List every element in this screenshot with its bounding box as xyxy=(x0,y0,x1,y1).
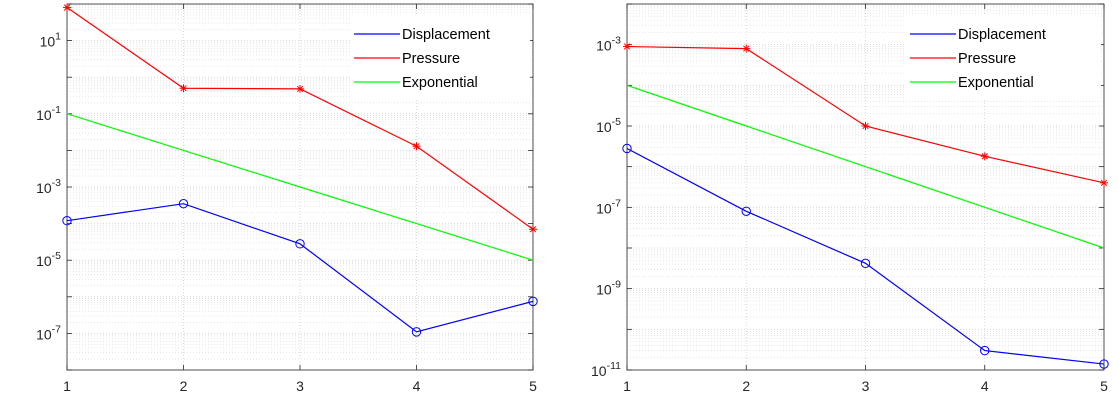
chart-2-legend-label-displacement: Displacement xyxy=(958,27,1046,43)
chart-1-series-exponential-line xyxy=(67,113,533,261)
chart-1-legend-label-exponential: Exponential xyxy=(402,75,478,91)
chart-1-y-tick-label: 10-5 xyxy=(36,250,61,269)
chart-1-series-displacement-marker xyxy=(411,327,422,337)
chart-1-x-tick-label: 3 xyxy=(296,378,304,394)
chart-2-y-tick-label: 10-7 xyxy=(596,197,621,216)
chart-1-series-displacement-marker xyxy=(528,296,538,307)
chart-2-series-displacement-marker xyxy=(1099,359,1109,369)
chart-1-legend-label-pressure: Pressure xyxy=(402,51,460,67)
chart-1-series-pressure-marker xyxy=(179,84,188,93)
chart-2-legend-label-pressure: Pressure xyxy=(958,51,1016,67)
chart-2-series-displacement-marker xyxy=(622,143,632,154)
chart-2-series-displacement-marker xyxy=(741,206,751,216)
chart-1-x-tick-label: 2 xyxy=(180,378,188,394)
chart-2-series-pressure-marker xyxy=(980,152,989,161)
chart-2-legend: Displacement Pressure Exponential xyxy=(906,14,1101,100)
chart-1-series-pressure-marker xyxy=(529,225,537,234)
chart-1-series-displacement-marker xyxy=(62,216,72,226)
chart-2-y-tick-label: 10-9 xyxy=(596,279,621,298)
chart-2-series-displacement-marker xyxy=(860,258,871,269)
chart-1-x-tick-label: 1 xyxy=(63,378,71,394)
chart-1-y-tick-label: 101 xyxy=(40,31,62,50)
chart-2-x-tick-label: 2 xyxy=(742,378,750,394)
chart-1-x-tick-label: 5 xyxy=(529,378,537,394)
chart-1-legend-box xyxy=(350,14,530,100)
chart-1-x-tick-label: 4 xyxy=(413,378,421,394)
chart-2-x-tick-label: 5 xyxy=(1100,378,1108,394)
chart-2-y-tick-label: 10-3 xyxy=(596,35,621,54)
chart-1-series-pressure-marker xyxy=(63,3,71,12)
chart-2-x-tick-label: 1 xyxy=(623,378,631,394)
chart-2-x-tick-label: 4 xyxy=(981,378,989,394)
chart-1-y-tick-label: 10-3 xyxy=(36,177,61,196)
chart-1-series-displacement-line xyxy=(67,203,533,333)
chart-2-legend-box xyxy=(906,14,1101,100)
chart-1-y-tick-label: 10-7 xyxy=(36,323,61,342)
chart-1-series-displacement-marker xyxy=(178,198,189,209)
chart-1-legend: Displacement Pressure Exponential xyxy=(350,14,530,100)
chart-2-series-pressure-marker xyxy=(623,42,631,51)
chart-2-series-exponential-line xyxy=(627,84,1104,249)
chart-1-series-displacement-marker xyxy=(295,239,305,249)
chart-2-y-tick-label: 10-11 xyxy=(591,360,621,379)
chart-1-series-pressure-marker xyxy=(296,84,304,93)
chart-2-series-pressure-marker xyxy=(1100,178,1108,187)
chart-2-series-displacement-marker xyxy=(980,345,990,356)
chart-1-plot: 1 2 3 4 5 101 10-1 10-3 10-5 10-7 Displacement Pres… xyxy=(36,3,538,394)
chart-1-legend-label-displacement: Displacement xyxy=(402,27,490,43)
chart-2-x-tick-label: 3 xyxy=(862,378,870,394)
chart-2-series-pressure-marker xyxy=(742,44,751,53)
chart-1-y-tick-label: 10-1 xyxy=(36,104,61,123)
chart-1-series-pressure-marker xyxy=(412,142,421,151)
chart-2-y-tick-label: 10-5 xyxy=(596,116,621,135)
chart-2-series-pressure-marker xyxy=(861,122,870,130)
chart-2-legend-label-exponential: Exponential xyxy=(958,75,1034,91)
chart-2-series-displacement-line xyxy=(627,147,1104,365)
chart-2-plot: 1 2 3 4 5 10-3 10-5 10-7 10-9 10-11 Displacement Pr… xyxy=(591,3,1109,394)
